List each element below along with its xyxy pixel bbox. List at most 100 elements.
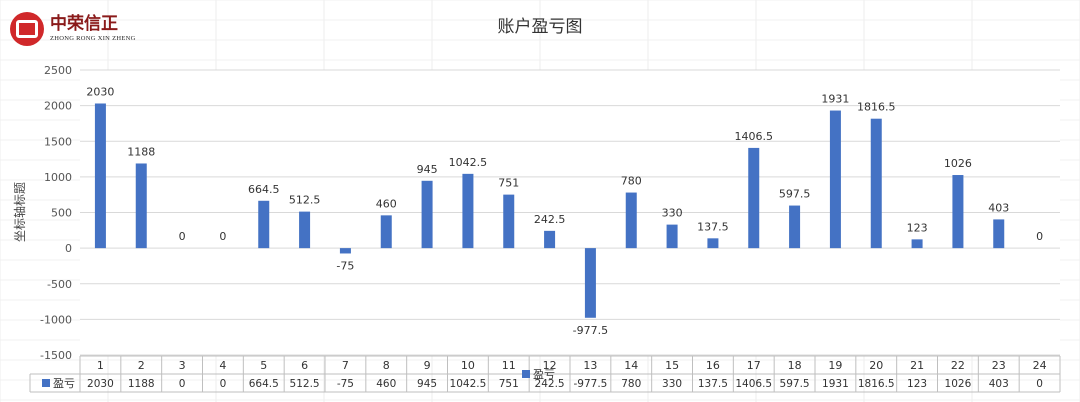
logo-english-name: ZHONG RONG XIN ZHENG — [50, 34, 136, 42]
data-table-value: 460 — [376, 378, 396, 390]
bar — [870, 118, 882, 249]
x-category-label: 19 — [828, 359, 842, 372]
data-table-value: 242.5 — [535, 378, 565, 390]
bar — [380, 215, 392, 249]
bar-data-label: 1406.5 — [735, 130, 774, 143]
data-table-value: 2030 — [87, 378, 114, 390]
y-tick-label: -500 — [47, 278, 72, 291]
data-table-value: 512.5 — [290, 378, 320, 390]
bar-data-labels: 2030 1188 0 0 664.5 512.5 -75 460 945 1042.5 751 24… — [86, 85, 1043, 336]
y-tick-label: 2000 — [44, 100, 72, 113]
bar — [135, 163, 147, 249]
x-category-label: 11 — [502, 359, 516, 372]
bar — [789, 205, 801, 249]
bar — [748, 147, 760, 249]
x-category-label: 15 — [665, 359, 679, 372]
x-category-label: 3 — [179, 359, 186, 372]
data-table-value: 1042.5 — [450, 378, 487, 390]
bar — [829, 110, 841, 249]
bar-data-label: 1026 — [944, 157, 972, 170]
bar — [625, 192, 637, 249]
x-category-label: 21 — [910, 359, 924, 372]
legend-series-label: 盈亏 — [53, 377, 75, 390]
data-table-value: 123 — [907, 378, 927, 390]
bar-data-label: 0 — [179, 230, 186, 243]
data-table-value: 1188 — [128, 378, 155, 390]
x-category-label: 24 — [1033, 359, 1047, 372]
bar-data-label: -75 — [336, 259, 354, 272]
y-tick-label: -1500 — [40, 349, 72, 362]
data-table-value: 664.5 — [249, 378, 279, 390]
y-tick-label: 1500 — [44, 135, 72, 148]
x-category-label: 22 — [951, 359, 965, 372]
logo-mark-icon — [10, 12, 44, 46]
data-table-value: 1406.5 — [735, 378, 772, 390]
y-tick-label: 0 — [65, 242, 72, 255]
bar-data-label: 1931 — [821, 93, 849, 106]
x-category-label: 13 — [583, 359, 597, 372]
data-table-value: -75 — [337, 378, 354, 390]
bar — [707, 238, 719, 249]
legend-marker-icon — [522, 370, 530, 378]
bar-data-label: 0 — [219, 230, 226, 243]
x-category-label: 1 — [97, 359, 104, 372]
y-axis-title: 坐标轴标题 — [12, 182, 27, 242]
company-logo: 中荣信正 ZHONG RONG XIN ZHENG — [10, 12, 136, 46]
bar — [462, 173, 474, 249]
y-tick-labels: 2500 2000 1500 1000 500 0 -500 -1000 -1500 — [40, 64, 72, 362]
bar — [952, 175, 964, 249]
bar-data-label: 123 — [907, 221, 928, 234]
bar-data-label: 0 — [1036, 230, 1043, 243]
bar — [94, 103, 106, 249]
x-category-label: 17 — [747, 359, 761, 372]
y-tick-label: 2500 — [44, 64, 72, 77]
chart-legend: 盈亏 — [522, 368, 555, 381]
y-tick-label: 500 — [51, 207, 72, 220]
x-category-label: 16 — [706, 359, 720, 372]
x-category-label: 7 — [342, 359, 349, 372]
bar-data-label: 137.5 — [697, 220, 729, 233]
bar-data-label: 945 — [417, 163, 438, 176]
x-category-label: 14 — [624, 359, 638, 372]
bar-data-label: 242.5 — [534, 213, 566, 226]
chart-title: 账户盈亏图 — [498, 17, 583, 37]
data-table-value: 1931 — [822, 378, 849, 390]
bar-data-label: 460 — [376, 197, 397, 210]
x-category-label: 4 — [219, 359, 226, 372]
data-table-value: 1816.5 — [858, 378, 895, 390]
bar-data-label: 330 — [662, 207, 683, 220]
bar-data-label: 751 — [498, 177, 519, 190]
x-category-label: 23 — [992, 359, 1006, 372]
y-gridlines — [80, 69, 1060, 356]
data-table-value: 0 — [179, 378, 186, 390]
data-table-value: 597.5 — [780, 378, 810, 390]
bar-data-label: 2030 — [86, 85, 114, 98]
x-category-label: 18 — [788, 359, 802, 372]
data-table-value: 751 — [499, 378, 519, 390]
x-category-label: 10 — [461, 359, 475, 372]
bar-data-label: 1816.5 — [857, 101, 896, 114]
legend-label: 盈亏 — [533, 368, 555, 381]
bar — [339, 248, 351, 254]
bar — [299, 211, 311, 249]
data-table-value: 0 — [1036, 378, 1043, 390]
bar-data-label: 1042.5 — [449, 156, 488, 169]
data-table-value: 330 — [662, 378, 682, 390]
data-table-value: 403 — [989, 378, 1009, 390]
x-category-label: 5 — [260, 359, 267, 372]
data-table: 盈亏 1 2030 2 1188 3 0 4 0 5 664.5 6 512.5 7 -75 8 460 9 945… — [29, 355, 1061, 393]
data-table-value: 780 — [621, 378, 641, 390]
data-table-value: 1026 — [945, 378, 972, 390]
bar-data-label: 780 — [621, 175, 642, 188]
logo-chinese-name: 中荣信正 — [50, 13, 118, 34]
bars — [94, 103, 1005, 318]
data-table-value: 0 — [220, 378, 227, 390]
bar — [666, 224, 678, 249]
y-tick-label: -1000 — [40, 313, 72, 326]
data-table-value: -977.5 — [573, 378, 607, 390]
bar-data-label: 664.5 — [248, 183, 280, 196]
bar — [503, 194, 515, 249]
x-category-label: 6 — [301, 359, 308, 372]
bar — [584, 248, 596, 318]
